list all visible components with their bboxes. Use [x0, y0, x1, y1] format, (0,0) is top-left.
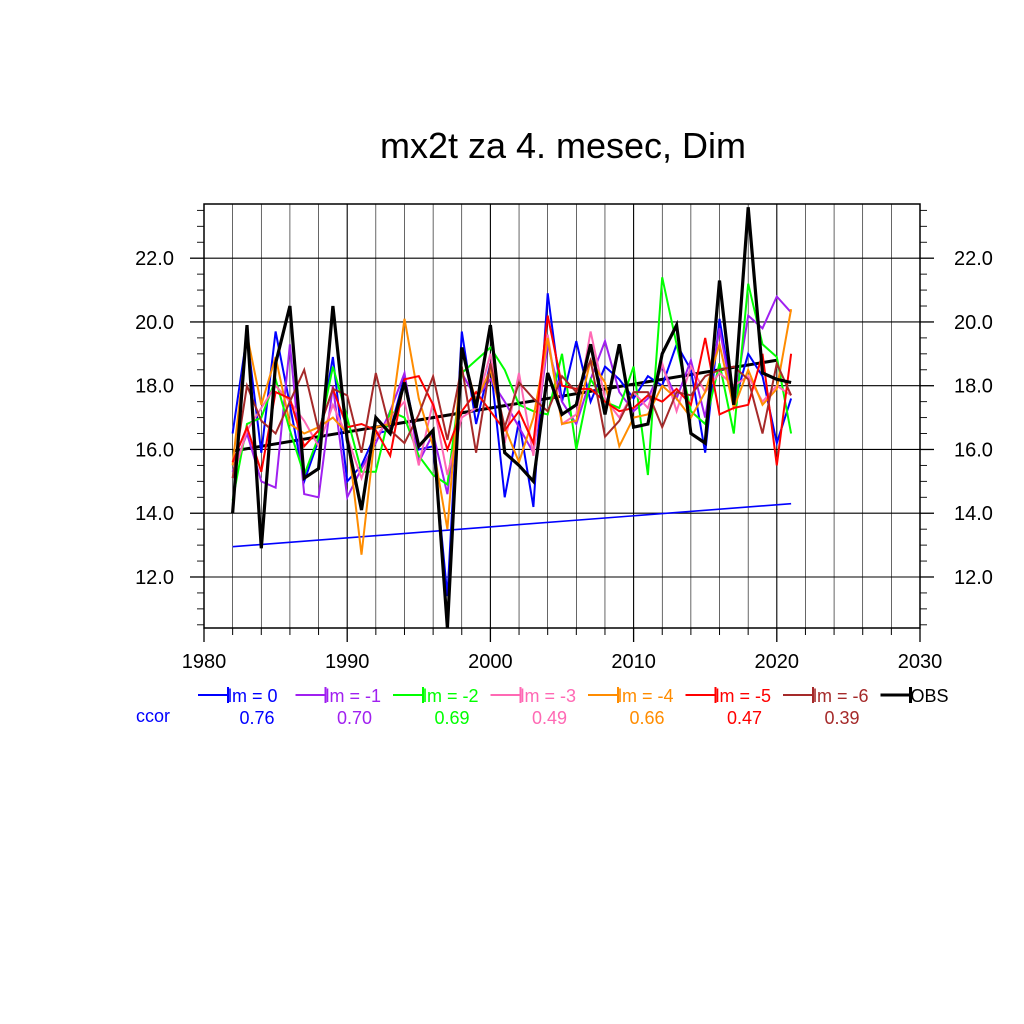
x-tick-label: 1980: [182, 651, 227, 673]
series-lines: [231, 207, 793, 629]
grid: [204, 204, 920, 628]
legend-label-lm-0: lm = 0: [228, 686, 278, 706]
ccor-value-lm-2: 0.69: [434, 708, 469, 728]
axes: 1980 1990 2000 2010 2020 2030 12.0 12.0 14.0 14.0…: [135, 209, 993, 673]
y-tick-label-right: 14.0: [954, 503, 993, 525]
ccor-value-lm-6: 0.39: [824, 708, 859, 728]
legend-label-lm-2: lm = -2: [423, 686, 479, 706]
x-tick-label: 2010: [611, 651, 656, 673]
series-line-lm-4: [231, 309, 793, 555]
chart-title: mx2t za 4. mesec, Dim: [380, 125, 746, 166]
y-tick-label-right: 20.0: [954, 312, 993, 334]
y-tick-label-left: 14.0: [135, 503, 174, 525]
legend-label-lm-5: lm = -5: [716, 686, 772, 706]
blue-trend-line: [232, 502, 792, 548]
y-tick-label-right: 18.0: [954, 376, 993, 398]
y-tick-label-right: 12.0: [954, 567, 993, 589]
ccor-value-lm-4: 0.66: [629, 708, 664, 728]
y-tick-label-left: 20.0: [135, 312, 174, 334]
series-line-lm-1: [231, 294, 792, 501]
plot-frame: [203, 203, 921, 629]
ccor-value-lm-3: 0.49: [532, 708, 567, 728]
y-tick-label-left: 22.0: [135, 248, 174, 270]
y-tick-label-left: 18.0: [135, 376, 174, 398]
y-tick-label-left: 12.0: [135, 567, 174, 589]
legend-label-lm-1: lm = -1: [326, 686, 382, 706]
x-tick-label: 2030: [898, 651, 943, 673]
legend-label-obs: OBS: [911, 686, 949, 706]
ccor-label: ccor: [136, 706, 170, 726]
ccor-value-lm-5: 0.47: [727, 708, 762, 728]
y-tick-label-right: 16.0: [954, 439, 993, 461]
series-line-lm-6: [231, 356, 793, 479]
y-tick-label-right: 22.0: [954, 248, 993, 270]
series-line-obs: [231, 207, 792, 629]
x-tick-label: 2000: [468, 651, 513, 673]
ccor-value-lm-0: 0.76: [239, 708, 274, 728]
ccor-value-lm-1: 0.70: [337, 708, 372, 728]
x-tick-label: 2020: [755, 651, 800, 673]
y-tick-label-left: 16.0: [135, 439, 174, 461]
legend-label-lm-4: lm = -4: [618, 686, 674, 706]
legend-label-lm-6: lm = -6: [813, 686, 869, 706]
x-tick-label: 1990: [325, 651, 370, 673]
legend-label-lm-3: lm = -3: [521, 686, 577, 706]
